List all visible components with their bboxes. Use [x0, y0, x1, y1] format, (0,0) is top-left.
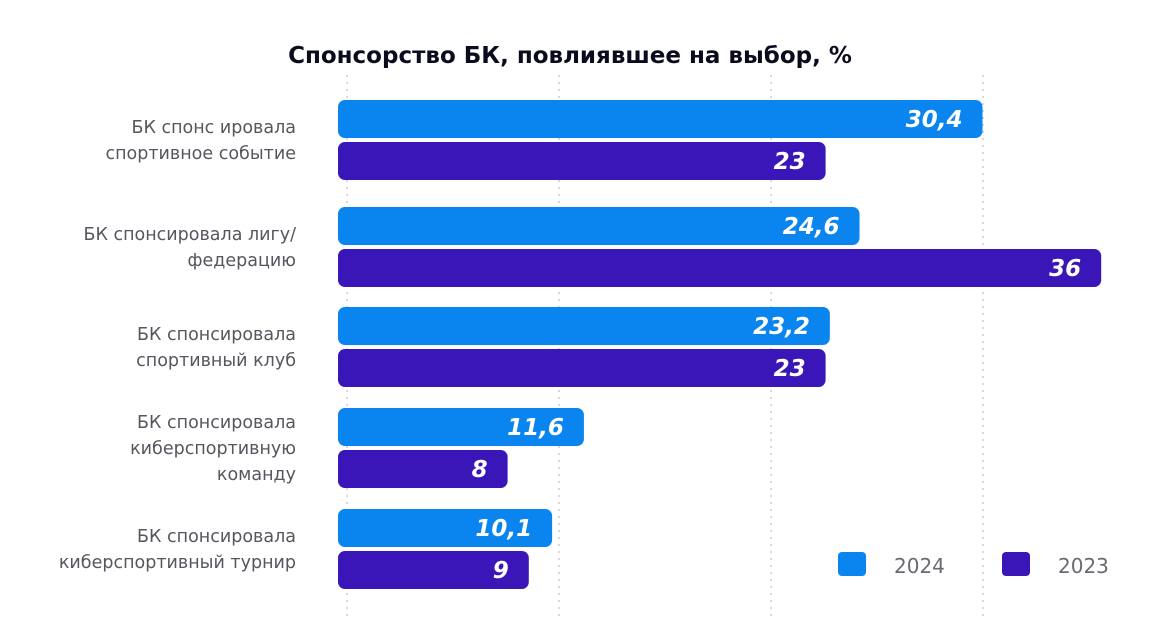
- category-label-3-line-1: БК спонсировала: [137, 325, 296, 345]
- chart-title: Спонсорство БК, повлиявшее на выбор, %: [288, 43, 852, 69]
- bar-2024-2: [338, 207, 860, 245]
- legend: 2024 2023: [838, 552, 1109, 578]
- category-label-2-line-1: БК спонсировала лигу/: [83, 225, 296, 245]
- bar-2023-3: [338, 349, 826, 387]
- data-label-2023-4: 8: [472, 457, 488, 483]
- bar-2023-2: [338, 249, 1102, 287]
- data-label-2023-5: 9: [493, 558, 509, 584]
- bar-2024-5: [338, 509, 553, 547]
- category-label-1-line-2: спортивное событие: [105, 144, 296, 164]
- bar-2024-3: [338, 307, 830, 345]
- legend-label-2023: 2023: [1058, 554, 1109, 578]
- category-label-5-line-1: БК спонсировала: [137, 527, 296, 547]
- bars: 30,4 23 24,6 36 23,2 23 11,6 8 10,1 9: [338, 100, 1102, 589]
- category-label-1-line-1: БК спонс ировала: [131, 118, 296, 138]
- data-label-2024-5: 10,1: [475, 516, 532, 542]
- legend-swatch-2024: [838, 552, 866, 576]
- legend-label-2024: 2024: [894, 554, 945, 578]
- category-label-4-line-3: команду: [217, 465, 296, 485]
- bar-2024-1: [338, 100, 983, 138]
- bar-2023-4: [338, 450, 508, 488]
- category-label-4-line-1: БК спонсировала: [137, 413, 296, 433]
- data-label-2023-3: 23: [774, 356, 806, 382]
- data-label-2024-3: 23,2: [753, 314, 810, 340]
- bar-2023-1: [338, 142, 826, 180]
- data-label-2023-2: 36: [1049, 256, 1081, 282]
- data-label-2023-1: 23: [774, 149, 806, 175]
- category-label-2-line-2: федерацию: [188, 251, 296, 271]
- legend-swatch-2023: [1002, 552, 1030, 576]
- data-label-2024-4: 11,6: [507, 415, 564, 441]
- bar-2023-5: [338, 551, 529, 589]
- category-label-5-line-2: киберспортивный турнир: [59, 553, 296, 573]
- category-label-4-line-2: киберспортивную: [130, 439, 296, 459]
- category-labels: БК спонс ировала спортивное событие БК спо…: [59, 118, 296, 573]
- bar-2024-4: [338, 408, 584, 446]
- data-label-2024-1: 30,4: [906, 107, 963, 133]
- category-label-3-line-2: спортивный клуб: [136, 351, 296, 371]
- data-label-2024-2: 24,6: [783, 214, 840, 240]
